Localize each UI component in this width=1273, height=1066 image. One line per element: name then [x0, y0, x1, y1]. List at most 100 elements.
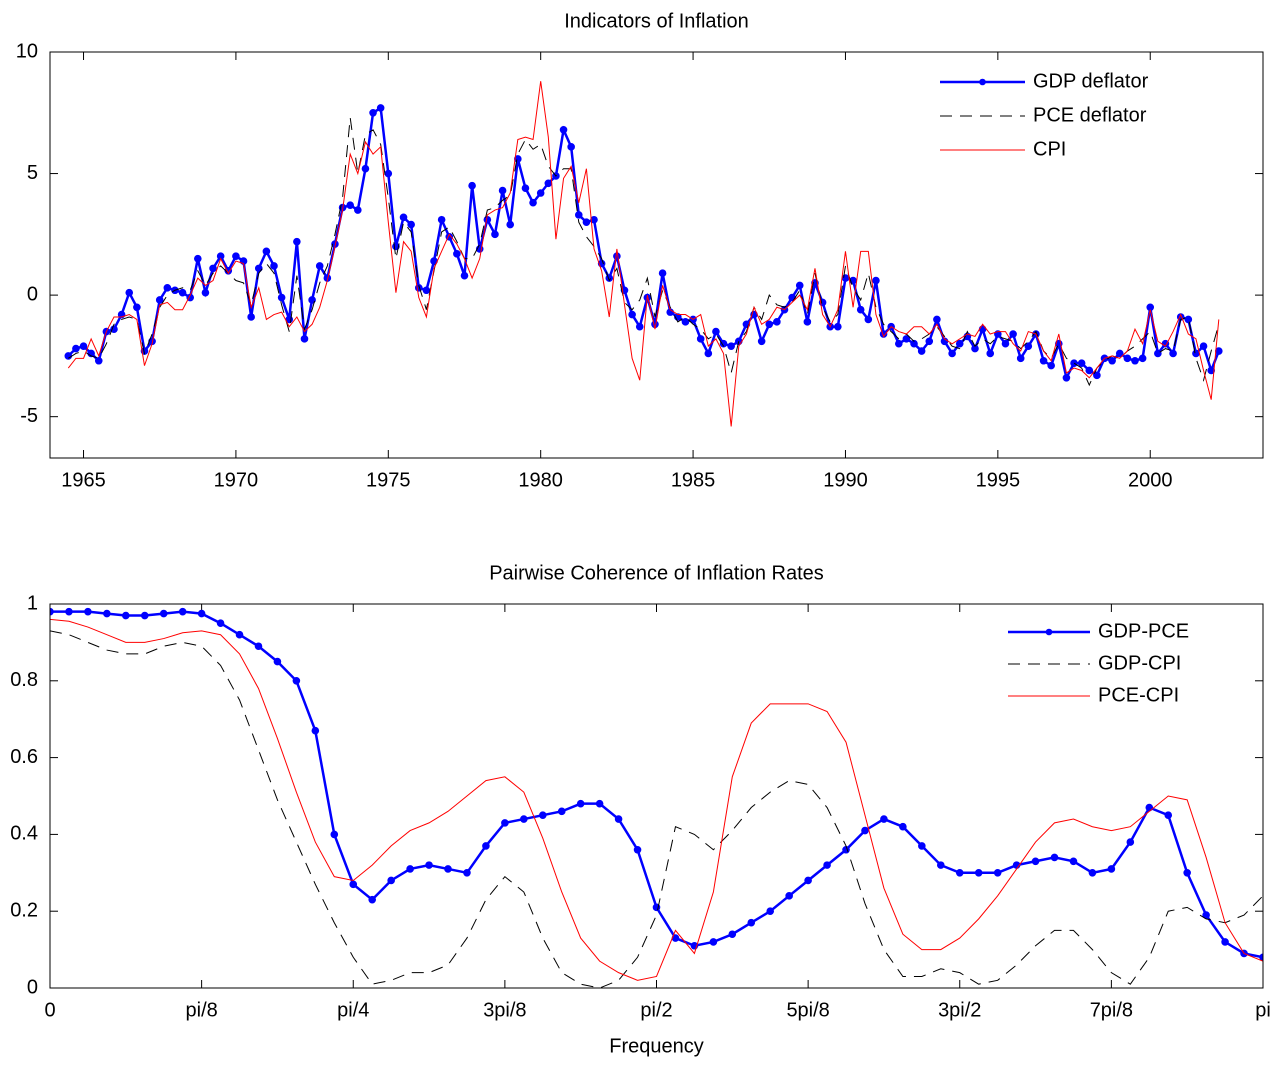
data-point	[582, 218, 591, 226]
data-point	[728, 930, 737, 939]
data-point	[1126, 838, 1135, 846]
data-point	[628, 310, 636, 319]
data-point	[300, 335, 309, 343]
data-point	[453, 249, 461, 258]
data-point	[704, 349, 713, 358]
legend-marker	[1045, 628, 1053, 636]
data-point	[1207, 366, 1215, 375]
data-point	[795, 281, 804, 290]
data-point	[277, 293, 286, 302]
plot-area	[50, 607, 1263, 988]
legend-label: CPI	[1033, 138, 1066, 160]
data-point	[766, 907, 775, 916]
data-point	[520, 815, 528, 823]
data-point	[574, 211, 583, 219]
data-point	[293, 237, 301, 246]
data-point	[1047, 361, 1055, 370]
axes-frame	[49, 603, 1264, 989]
x-tick-label: 2000	[1128, 469, 1173, 491]
data-point	[72, 344, 80, 353]
data-point	[955, 869, 964, 877]
data-point	[841, 274, 850, 282]
legend-label: GDP deflator	[1033, 70, 1149, 92]
data-point	[1001, 339, 1010, 348]
data-point	[1192, 349, 1200, 358]
data-point	[384, 169, 393, 178]
data-point	[1077, 359, 1086, 367]
data-point	[918, 842, 926, 850]
data-point	[856, 305, 865, 314]
data-point	[1199, 342, 1208, 350]
y-tick-label: 0.2	[10, 899, 38, 921]
y-tick-label: 10	[16, 40, 38, 62]
data-point	[1088, 869, 1097, 877]
x-tick-label: 3pi/8	[483, 999, 526, 1021]
x-tick-label: 1995	[976, 469, 1021, 491]
y-tick-label: 1	[27, 592, 38, 614]
data-point	[1024, 342, 1033, 350]
x-tick-label: 1970	[214, 469, 259, 491]
data-point	[986, 349, 995, 358]
y-tick-label: 0	[27, 976, 38, 998]
data-point	[880, 815, 888, 823]
legend-marker	[979, 78, 986, 86]
data-point	[201, 288, 210, 297]
x-tick-label: 7pi/8	[1090, 999, 1133, 1021]
y-tick-label: 0	[27, 283, 38, 305]
axes-frame	[49, 51, 1264, 459]
data-point	[103, 609, 111, 618]
data-point	[1069, 857, 1078, 866]
data-point	[354, 206, 362, 214]
data-point	[425, 861, 433, 869]
data-point	[727, 342, 735, 350]
data-point	[773, 318, 781, 326]
data-point	[501, 819, 509, 827]
data-point	[1138, 354, 1147, 363]
y-tick-label: 5	[27, 162, 38, 184]
x-tick-label: 1985	[671, 469, 716, 491]
data-point	[1107, 865, 1116, 873]
data-point	[482, 842, 490, 850]
data-point	[1221, 938, 1229, 946]
data-point	[567, 143, 575, 151]
data-point	[803, 318, 812, 326]
data-point	[933, 315, 941, 324]
data-point	[444, 865, 452, 873]
x-tick-label: 1990	[823, 469, 868, 491]
data-point	[209, 264, 217, 273]
data-point	[311, 726, 320, 735]
data-point	[834, 322, 842, 331]
data-point	[804, 876, 812, 885]
plot-area	[64, 81, 1223, 427]
data-point	[79, 342, 88, 350]
data-point	[460, 271, 469, 280]
data-point	[936, 861, 945, 869]
data-point	[178, 607, 187, 616]
data-point	[422, 286, 431, 295]
data-point	[349, 880, 358, 889]
series-line	[50, 630, 1263, 988]
y-tick-label: -5	[20, 405, 38, 427]
data-point	[315, 262, 324, 270]
data-point	[681, 318, 690, 326]
data-point	[529, 198, 537, 207]
data-point	[955, 339, 964, 348]
series-line	[68, 117, 1220, 387]
data-point	[498, 186, 507, 195]
x-tick-label: pi/4	[337, 999, 369, 1021]
data-point	[1131, 356, 1139, 365]
data-point	[785, 892, 793, 900]
data-point	[1093, 371, 1101, 380]
data-point	[1115, 349, 1124, 358]
data-point	[406, 865, 414, 873]
data-point	[747, 918, 756, 927]
x-tick-label: pi/2	[640, 999, 672, 1021]
data-point	[538, 811, 547, 820]
data-point	[948, 349, 956, 358]
data-point	[576, 799, 585, 808]
legend-label: PCE-CPI	[1098, 684, 1179, 706]
data-point	[864, 315, 873, 324]
data-point	[917, 347, 926, 355]
